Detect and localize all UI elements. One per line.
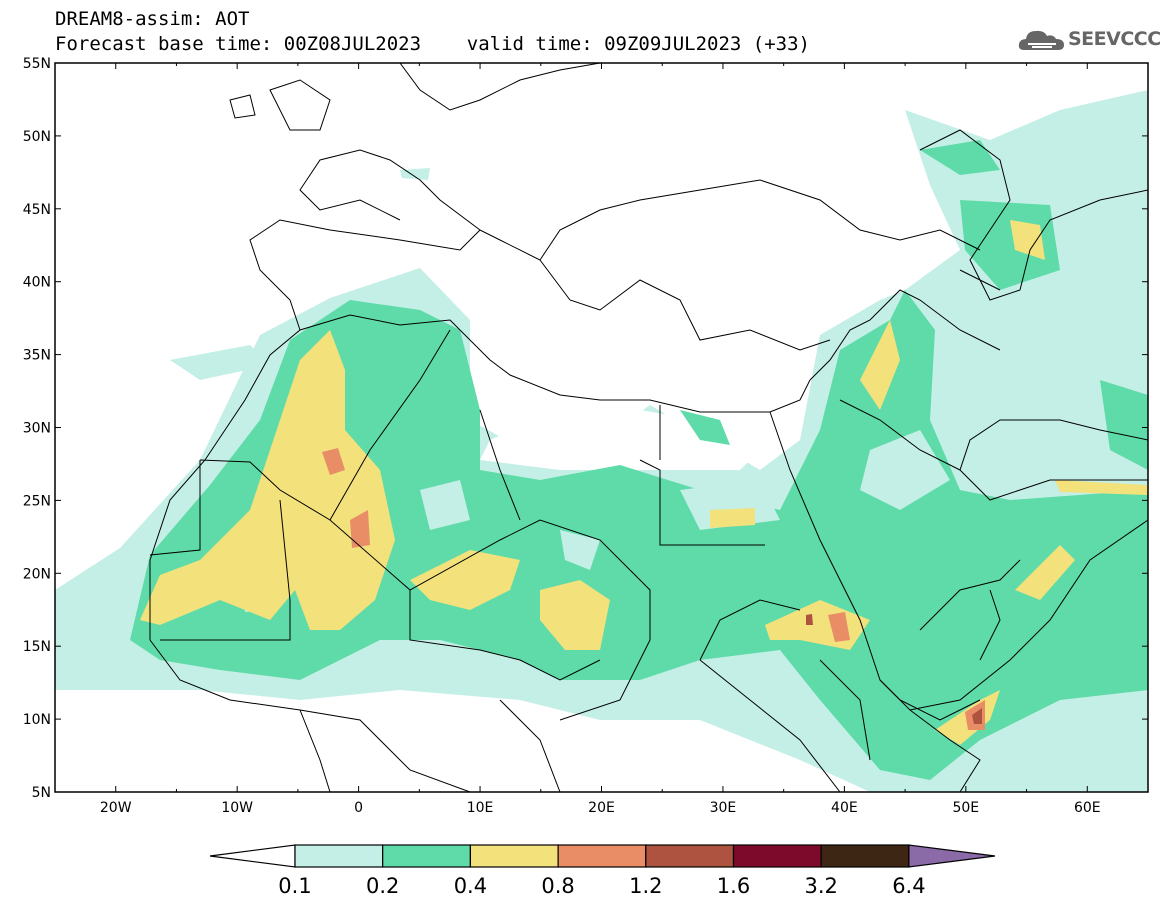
lat-label: 35N [23, 348, 51, 364]
map-title: DREAM8-assim: AOT [55, 8, 250, 30]
lon-label: 20W [100, 800, 132, 816]
lat-label: 10N [23, 712, 51, 728]
lat-label: 20N [23, 566, 51, 582]
lon-label: 10E [467, 800, 494, 816]
lat-label: 25N [23, 493, 51, 509]
coastlines [149, 63, 1148, 792]
aot-fields [55, 90, 1148, 792]
logo-text: SEEVCCC [1068, 28, 1161, 50]
lon-label: 60E [1074, 800, 1101, 816]
longitude-axis: 20W 10W 0 10E 20E 30E 40E 50E 60E [54, 63, 1149, 816]
forecast-time-line: Forecast base time: 00Z08JUL2023 valid t… [55, 33, 810, 55]
lat-label: 55N [23, 56, 51, 72]
lat-label: 40N [23, 275, 51, 291]
lon-label: 50E [952, 800, 979, 816]
seevccc-logo: SEEVCCC [1018, 26, 1161, 54]
latitude-axis: 55N 50N 45N 40N 35N 30N 25N 20N 15N 10N 5N [23, 56, 1148, 801]
lat-label: 45N [23, 202, 51, 218]
lat-label: 15N [23, 639, 51, 655]
cloud-icon [1018, 30, 1064, 50]
lat-label: 5N [32, 785, 51, 801]
lat-label: 30N [23, 421, 51, 437]
lon-label: 10W [221, 800, 253, 816]
lon-label: 0 [354, 800, 363, 816]
lat-label: 50N [23, 129, 51, 145]
lon-label: 40E [831, 800, 858, 816]
lon-label: 20E [588, 800, 615, 816]
lon-label: 30E [710, 800, 737, 816]
